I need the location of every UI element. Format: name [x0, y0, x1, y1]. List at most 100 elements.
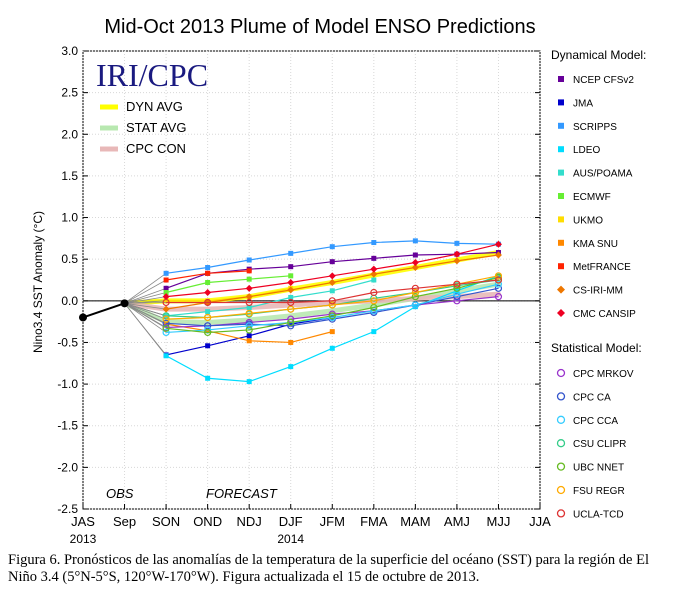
series-point-ubc-nnet: [287, 318, 295, 327]
series-lead-ecmwf: [124, 292, 167, 304]
series-lead-metfrance: [124, 279, 167, 304]
series-point-ucla-tcd: [287, 298, 295, 307]
series-point-ucla-tcd: [245, 298, 253, 307]
series-point-kma-snu: [288, 339, 294, 345]
series-point-cs-iri-mm: [287, 286, 295, 294]
forecast-label: FORECAST: [206, 486, 278, 501]
series-point-cpc-ca: [204, 322, 212, 330]
series-point-cpc-cca: [494, 280, 503, 288]
x-tick-label: Sep: [113, 514, 136, 529]
x-tick-label: JAS: [71, 514, 95, 529]
legend-marker-cpc-mrkov: [556, 368, 566, 378]
series-point-ucla-tcd: [370, 288, 378, 297]
legend-marker-fsu-regr: [556, 485, 566, 495]
series-point-cs-iri-mm: [453, 257, 461, 265]
plot-area: 3.0 2.5 2.0 1.5 1.0 0.5 0.0 -0.5 -1.0 -1.5 -2.0 -2.…: [57, 44, 551, 546]
series-point-ncep-cfsv2: [163, 285, 169, 291]
legend-label-ubc-nnet: UBC NNET: [573, 463, 624, 474]
series-point-scripps: [371, 240, 377, 246]
x-tick-label: NDJ: [237, 514, 262, 529]
legend-marker-ubc-nnet: [556, 462, 566, 471]
x-tick-label: OND: [193, 514, 222, 529]
series-point-scripps: [288, 250, 294, 256]
series-point-cs-iri-mm: [328, 278, 336, 286]
series-point-jma: [205, 343, 211, 349]
legend-label-scripps: SCRIPPS: [573, 122, 617, 133]
observed-point: [120, 299, 129, 308]
series-line-ecmwf: [165, 275, 291, 294]
series-point-cmc-cansip: [370, 265, 378, 273]
iri-cpc-logo: IRI/CPC: [96, 57, 208, 93]
y-tick-label: -1.5: [57, 419, 78, 433]
series-point-kma-snu: [329, 329, 335, 335]
series-point-cpc-ca: [494, 284, 503, 292]
average-line-cpc-con: [122, 291, 501, 312]
y-tick-label: 0.0: [61, 294, 78, 308]
y-tick-label: 2.5: [61, 86, 78, 100]
y-tick-label: 1.5: [61, 169, 78, 183]
series-point-fsu-regr: [204, 313, 212, 322]
series-point-ubc-nnet: [453, 284, 461, 292]
x-tick-label: MAM: [400, 514, 430, 529]
series-point-ncep-cfsv2: [329, 259, 335, 265]
legend-label-ncep-cfsv2: NCEP CFSv2: [573, 75, 634, 86]
series-lead-csu-clipr: [124, 302, 167, 317]
series-point-ecmwf: [163, 289, 169, 295]
series-point-ucla-tcd: [162, 298, 170, 307]
series-point-fsu-regr: [287, 305, 295, 313]
avg-legend-label: STAT AVG: [126, 120, 186, 135]
y-tick-label: 0.5: [61, 252, 78, 266]
series-point-jma: [288, 321, 294, 327]
series-line-fsu-regr: [166, 275, 499, 320]
series-lead-cpc-ca: [124, 302, 167, 324]
series-point-cpc-cca: [245, 322, 253, 330]
y-tick-label: -2.5: [57, 502, 78, 516]
series-point-ldeo: [205, 375, 211, 381]
series-lead-cmc-cansip: [124, 296, 167, 304]
legend-label-fsu-regr: FSU REGR: [573, 486, 625, 497]
y-tick-label: -1.0: [57, 377, 78, 391]
legend-label-cmc-cansip: CMC CANSIP: [573, 309, 636, 320]
observed-point: [79, 313, 87, 322]
series-lead-fsu-regr: [124, 302, 167, 320]
series-lead-ldeo: [124, 303, 167, 357]
series-point-ubc-nnet: [245, 326, 253, 334]
legend-label-jma: JMA: [573, 98, 593, 109]
series-point-cpc-cca: [162, 328, 170, 337]
x-tick-label: AMJ: [444, 514, 470, 529]
legend-label-ucla-tcd: UCLA-TCD: [573, 509, 624, 520]
series-point-ucla-tcd: [204, 298, 212, 307]
legend-label-cpc-mrkov: CPC MRKOV: [573, 369, 634, 380]
series-point-cmc-cansip: [411, 259, 419, 267]
series-point-aus-poama: [205, 309, 211, 315]
series-point-aus-poama: [288, 294, 294, 300]
series-point-ucla-tcd: [328, 297, 336, 305]
legend-label-ukmo: UKMO: [573, 215, 603, 226]
avg-legend-label: DYN AVG: [126, 99, 183, 114]
series-point-ncep-cfsv2: [412, 252, 418, 258]
series-point-ubc-nnet: [370, 303, 378, 312]
plot-frame: [82, 50, 541, 510]
series-line-ukmo: [166, 287, 291, 302]
series-point-ukmo: [163, 298, 169, 304]
x-tick-label: SON: [152, 514, 180, 529]
statistical-legend-title: Statistical Model:: [551, 341, 642, 355]
series-point-fsu-regr: [370, 297, 378, 305]
series-point-aus-poama: [329, 288, 335, 294]
legend-label-csu-clipr: CSU CLIPR: [573, 439, 626, 450]
series-point-ldeo: [329, 345, 335, 351]
series-point-cmc-cansip: [287, 278, 295, 286]
avg-legend-label: CPC CON: [126, 141, 186, 156]
series-point-fsu-regr: [328, 301, 336, 309]
series-lead-scripps: [124, 273, 167, 304]
series-lead-ncep-cfsv2: [124, 287, 167, 304]
figure-caption: Figura 6. Pronósticos de las anomalías d…: [8, 552, 650, 585]
y-axis-label: Nino3.4 SST Anomaly (°C): [31, 211, 45, 353]
series-point-cs-iri-mm: [370, 270, 378, 278]
series-point-ecmwf: [288, 273, 294, 279]
series-point-fsu-regr: [411, 288, 419, 297]
x-tick-label: MJJ: [487, 514, 511, 529]
legend-label-metfrance: MetFRANCE: [573, 262, 631, 273]
series-point-cs-iri-mm: [162, 305, 170, 313]
y-tick-label: 3.0: [61, 44, 78, 58]
